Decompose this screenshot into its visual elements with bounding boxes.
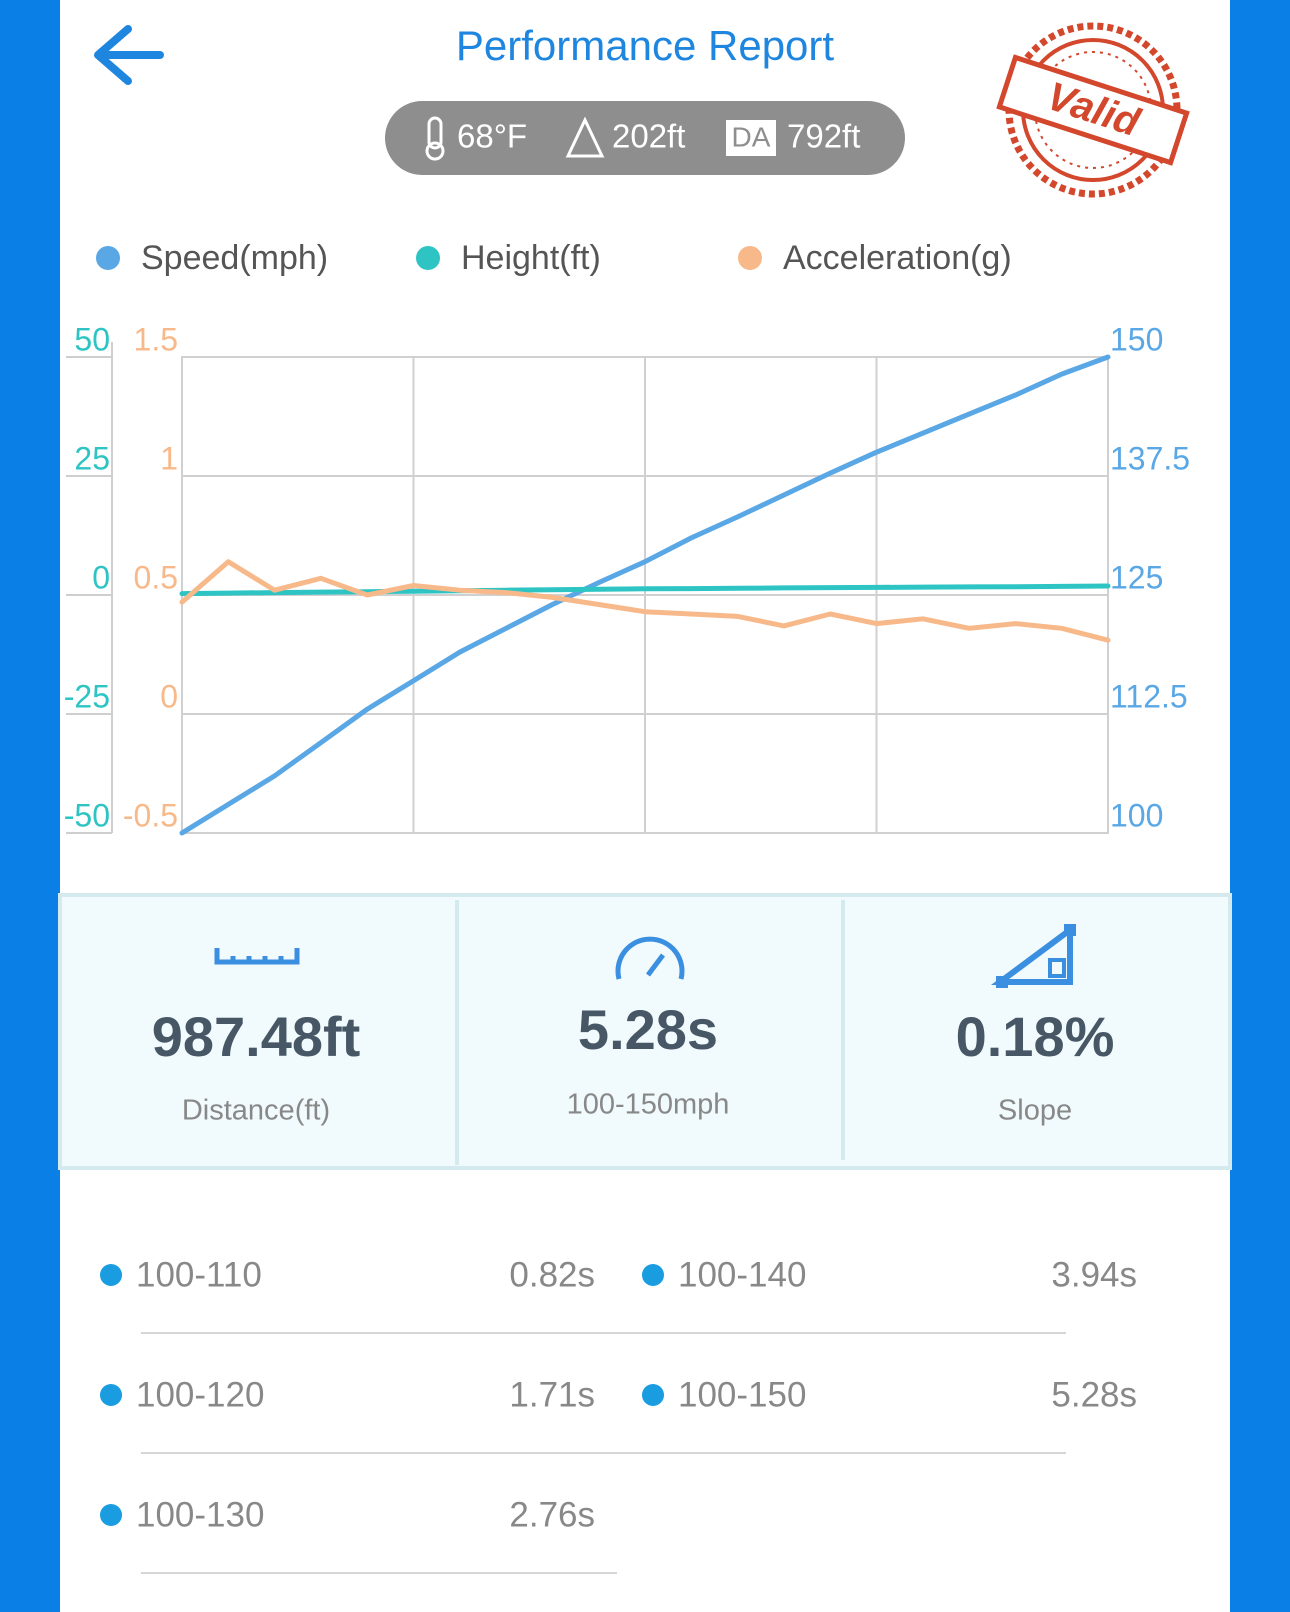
legend-label: Speed(mph)	[141, 239, 328, 277]
title: Performance Report	[456, 22, 834, 69]
y3-tick-label: 1.5	[134, 321, 178, 357]
y2-tick-label: 100	[1110, 797, 1163, 833]
y3-tick-label: 0	[160, 678, 178, 714]
legend-marker	[96, 246, 120, 270]
split-time: 5.28s	[1051, 1375, 1137, 1414]
split-range: 100-120	[136, 1375, 264, 1414]
split-range: 100-130	[136, 1495, 264, 1534]
back-arrow	[94, 25, 164, 85]
series-line	[179, 583, 1111, 597]
split-dot	[100, 1264, 122, 1286]
split-dot	[642, 1384, 664, 1406]
series-line	[179, 354, 1111, 836]
temperature: 68°F	[457, 118, 527, 155]
split-time: 3.94s	[1051, 1255, 1137, 1294]
y2-tick-label: 112.5	[1110, 678, 1188, 714]
stat-value: 987.48ft	[152, 1005, 361, 1068]
thermometer-icon	[425, 116, 445, 161]
split-dot	[642, 1264, 664, 1286]
y2-tick-label: 137.5	[1110, 440, 1190, 476]
gauge-icon	[615, 936, 685, 980]
y-tick-label: 0	[92, 559, 110, 595]
split-dot	[100, 1504, 122, 1526]
ruler-icon	[214, 948, 300, 965]
elevation-icon	[565, 116, 605, 158]
elevation: 202ft	[612, 118, 685, 155]
split-range: 100-140	[678, 1255, 806, 1294]
conditions-pill	[385, 101, 905, 175]
slope-icon	[990, 924, 1076, 988]
da-box	[726, 120, 776, 156]
y-tick-label: -25	[64, 678, 110, 714]
y-tick-label: 50	[74, 321, 110, 357]
split-range: 100-150	[678, 1375, 806, 1414]
density-altitude: 792ft	[787, 118, 860, 155]
y-tick-label: -50	[64, 797, 110, 833]
y-tick-label: 25	[74, 440, 110, 476]
stat-value: 0.18%	[956, 1005, 1115, 1068]
y3-tick-label: 0.5	[134, 559, 178, 595]
stat-value: 5.28s	[578, 998, 718, 1061]
legend-marker	[416, 246, 440, 270]
stat-label: Distance(ft)	[182, 1095, 330, 1127]
split-dot	[100, 1384, 122, 1406]
split-range: 100-110	[136, 1255, 262, 1294]
back-button[interactable]	[94, 25, 164, 85]
legend-label: Acceleration(g)	[783, 239, 1012, 277]
y2-tick-label: 125	[1110, 559, 1163, 595]
stat-label: 100-150mph	[567, 1089, 730, 1121]
stat-label: Slope	[998, 1095, 1072, 1127]
split-time: 1.71s	[509, 1375, 595, 1414]
legend-label: Height(ft)	[461, 239, 601, 277]
legend-marker	[738, 246, 762, 270]
split-time: 0.82s	[509, 1255, 595, 1294]
da-label: DA	[732, 121, 771, 152]
y3-tick-label: -0.5	[123, 797, 178, 833]
series-line	[179, 559, 1111, 643]
y2-tick-label: 150	[1110, 321, 1163, 357]
split-time: 2.76s	[509, 1495, 595, 1534]
y3-tick-label: 1	[160, 440, 178, 476]
